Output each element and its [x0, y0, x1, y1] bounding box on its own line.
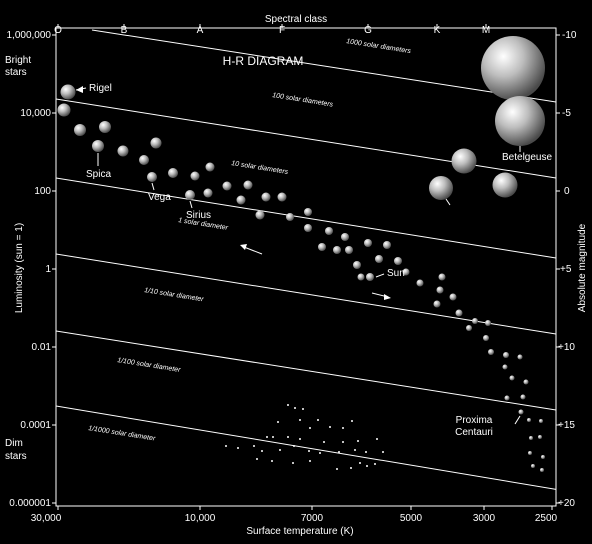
label-rigel: Rigel — [89, 83, 112, 94]
y-right-tick: +5 — [560, 264, 572, 275]
x-tick: 30,000 — [31, 513, 62, 524]
y-left-tick: 100 — [34, 186, 51, 197]
diameter-label: 1/1000 solar diameter — [88, 425, 157, 443]
bright-label: Bright — [5, 55, 31, 66]
diameter-label: 1/100 solar diameter — [117, 357, 182, 374]
spectral-class-m: M — [482, 25, 490, 36]
star-sun — [366, 273, 374, 281]
spectral-class-label: Spectral class — [265, 14, 327, 25]
diameter-label: 1/10 solar diameter — [144, 287, 205, 303]
label-pointers — [75, 87, 521, 425]
label-betelgeuse: Betelgeuse — [502, 152, 552, 163]
star-betelgeuse — [495, 96, 545, 146]
diagram-title: H-R DIAGRAM — [223, 54, 304, 68]
spectral-class-b: B — [121, 25, 128, 36]
giant-stars — [429, 36, 545, 200]
star-rigel — [60, 84, 76, 100]
x-tick: 2500 — [535, 513, 558, 524]
spectral-class-k: K — [434, 25, 441, 36]
spectral-class-g: G — [364, 25, 372, 36]
diameter-label: 100 solar diameters — [272, 92, 334, 109]
label-proxima-centauri: Centauri — [455, 427, 493, 438]
labeled-stars — [60, 84, 374, 281]
y-left-tick: 0.000001 — [9, 498, 51, 509]
diameter-label: 10 solar diameters — [231, 160, 289, 176]
x-axis-label: Surface temperature (K) — [246, 526, 353, 537]
main-sequence-stars — [57, 103, 545, 472]
label-vega: Vega — [148, 192, 171, 203]
star-vega — [147, 172, 157, 182]
label-proxima-centauri: Proxima — [456, 415, 493, 426]
label-spica: Spica — [86, 169, 111, 180]
x-tick: 7000 — [301, 513, 324, 524]
y-right-tick: 0 — [564, 186, 570, 197]
diameter-label: 1000 solar diameters — [346, 38, 412, 55]
y-right-tick: +20 — [558, 498, 575, 509]
label-sirius: Sirius — [186, 210, 211, 221]
y-left-tick: 10,000 — [20, 108, 51, 119]
label-proxima-centauri: Proxima Centauri — [455, 415, 493, 438]
arrowheads — [76, 86, 391, 300]
white-dwarfs — [225, 404, 384, 470]
x-tick: 5000 — [400, 513, 423, 524]
spectral-class-o: O — [54, 25, 62, 36]
y-left-tick: 1 — [45, 264, 51, 275]
y-left-tick: 1,000,000 — [7, 30, 52, 41]
y-axis-right-label: Absolute magnitude — [577, 223, 588, 312]
x-tick: 10,000 — [185, 513, 216, 524]
y-left-tick: 0.01 — [32, 342, 52, 353]
y-right-tick: -5 — [562, 108, 571, 119]
x-tick: 3000 — [473, 513, 496, 524]
y-right-tick: -10 — [562, 30, 577, 41]
y-right-tick: +10 — [558, 342, 575, 353]
y-right-tick: +15 — [558, 420, 575, 431]
star-sirius — [185, 190, 195, 200]
spectral-class-a: A — [197, 25, 204, 36]
star-spica — [92, 140, 104, 152]
plot-frame — [55, 27, 557, 507]
bright-label: stars — [5, 67, 27, 78]
axis-ticks — [52, 24, 560, 510]
label-sun: Sun — [387, 268, 405, 279]
dim-label: stars — [5, 451, 27, 462]
y-left-tick: 0.0001 — [20, 420, 51, 431]
y-axis-left-label: Luminosity (sun = 1) — [14, 223, 25, 313]
dim-label: Dim — [5, 438, 23, 449]
spectral-class-f: F — [279, 25, 285, 36]
